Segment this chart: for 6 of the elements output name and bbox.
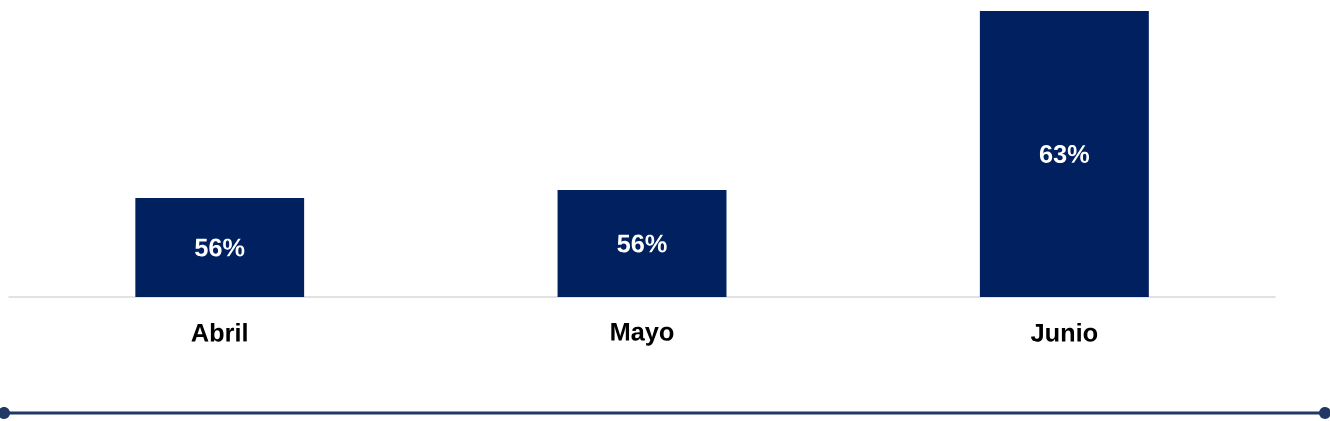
x-tick-label: Mayo xyxy=(611,323,674,346)
x-tick-label: Junio xyxy=(1030,323,1098,342)
data-label: 56% xyxy=(195,238,245,257)
x-tick-label: Abril xyxy=(191,323,247,342)
data-label: 63% xyxy=(1039,145,1090,163)
data-label: 56% xyxy=(617,234,667,253)
